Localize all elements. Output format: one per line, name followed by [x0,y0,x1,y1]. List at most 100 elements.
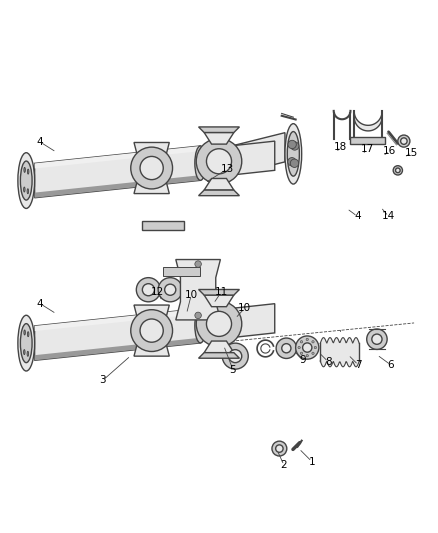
Polygon shape [35,338,201,360]
Text: 14: 14 [382,212,395,221]
Text: 5: 5 [230,365,236,375]
Polygon shape [198,289,240,295]
Polygon shape [176,260,220,320]
Polygon shape [198,353,240,358]
Ellipse shape [24,187,25,192]
Ellipse shape [288,140,297,149]
Ellipse shape [28,169,29,174]
Ellipse shape [196,301,242,346]
Ellipse shape [24,350,25,354]
Ellipse shape [367,329,387,350]
Ellipse shape [287,132,299,176]
Text: 17: 17 [361,144,374,155]
Text: 12: 12 [151,287,164,297]
Text: 4: 4 [354,212,361,221]
Ellipse shape [158,278,182,302]
Ellipse shape [312,352,314,354]
Text: 9: 9 [299,356,306,365]
Ellipse shape [21,161,32,200]
Text: 6: 6 [388,360,394,370]
Ellipse shape [24,167,25,172]
Ellipse shape [28,332,29,337]
Ellipse shape [18,316,35,371]
Ellipse shape [165,284,176,295]
Ellipse shape [372,334,382,344]
Text: 8: 8 [325,357,332,367]
Ellipse shape [398,135,410,147]
Polygon shape [224,304,275,338]
Ellipse shape [300,341,303,343]
Text: 16: 16 [383,147,396,156]
Polygon shape [204,295,234,306]
Polygon shape [235,133,285,174]
Ellipse shape [396,168,400,173]
Ellipse shape [229,350,242,362]
Ellipse shape [290,142,299,150]
Ellipse shape [195,261,201,268]
Polygon shape [198,190,240,196]
Text: 18: 18 [334,142,347,152]
Ellipse shape [300,352,303,354]
Ellipse shape [21,324,32,362]
Ellipse shape [276,338,297,359]
Ellipse shape [272,441,287,456]
Polygon shape [35,309,201,360]
Text: 7: 7 [355,360,362,370]
Ellipse shape [136,278,160,302]
Ellipse shape [142,284,155,296]
Ellipse shape [131,147,173,189]
Ellipse shape [276,445,283,453]
Polygon shape [35,146,201,168]
Polygon shape [134,142,170,160]
Ellipse shape [285,124,302,184]
Ellipse shape [195,309,206,343]
Ellipse shape [131,310,173,351]
Ellipse shape [401,138,407,144]
Polygon shape [163,266,201,276]
Text: 15: 15 [405,148,418,158]
Ellipse shape [27,351,28,357]
Ellipse shape [140,319,163,342]
Polygon shape [35,146,201,198]
Polygon shape [134,176,170,193]
Ellipse shape [303,343,312,352]
Ellipse shape [196,139,242,184]
Text: 4: 4 [37,137,43,147]
Ellipse shape [290,159,299,167]
Text: 10: 10 [238,303,251,313]
Ellipse shape [140,156,163,180]
Polygon shape [142,221,184,230]
Polygon shape [35,309,201,331]
Text: 4: 4 [37,298,43,309]
Ellipse shape [288,158,296,166]
Polygon shape [204,341,234,353]
Ellipse shape [195,146,206,180]
Ellipse shape [296,336,319,359]
Polygon shape [204,133,234,144]
Text: 1: 1 [309,457,315,466]
Ellipse shape [206,311,232,336]
Polygon shape [134,338,170,356]
Ellipse shape [24,330,25,335]
Polygon shape [224,141,275,176]
Ellipse shape [306,338,308,341]
Polygon shape [35,175,201,198]
Ellipse shape [298,346,300,349]
Ellipse shape [222,343,248,369]
Text: 3: 3 [99,375,106,385]
Polygon shape [198,127,240,133]
Ellipse shape [306,354,308,357]
Ellipse shape [206,149,232,174]
Polygon shape [350,137,385,144]
Ellipse shape [314,346,317,349]
Ellipse shape [282,344,291,353]
Text: 13: 13 [221,164,234,174]
Text: 2: 2 [281,461,287,470]
Text: 11: 11 [215,287,228,297]
Polygon shape [204,179,234,190]
Polygon shape [134,305,170,323]
Ellipse shape [27,189,28,194]
Ellipse shape [393,166,403,175]
Text: 10: 10 [184,290,198,300]
Ellipse shape [18,152,35,208]
